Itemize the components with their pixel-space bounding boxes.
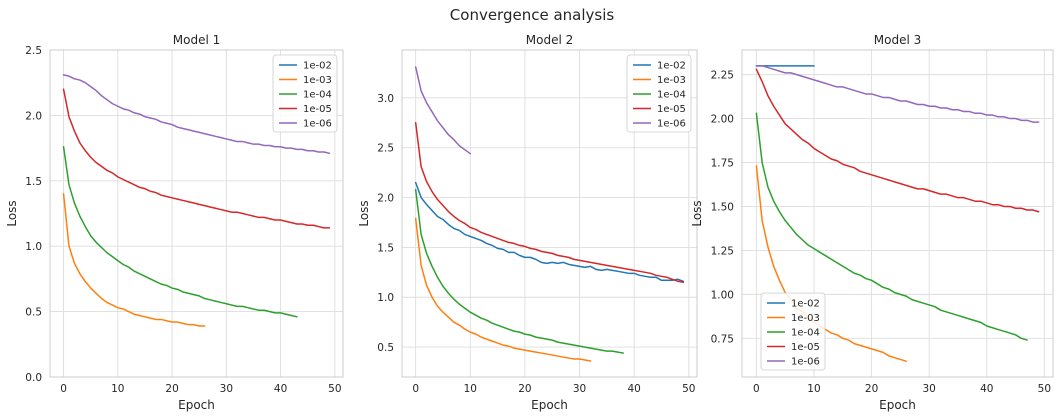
x-tick-label: 10 [111, 383, 124, 395]
x-tick-label: 20 [865, 383, 878, 395]
series-line-1e-03 [414, 217, 592, 362]
y-tick-label: 1.0 [377, 292, 394, 304]
x-axis-label: Epoch [178, 398, 215, 412]
chart-panel-1: 0 10 20 30 40 50 0.0 0.5 1.0 1.5 2.0 2.5 Model 1 Epoc… [5, 33, 344, 412]
legend-label-1e-05: 1e-05 [791, 342, 820, 353]
legend-label-1e-03: 1e-03 [303, 75, 332, 86]
x-tick-label: 30 [220, 383, 233, 395]
y-tick-label: 1.00 [711, 289, 734, 301]
chart-panel-3: 0 10 20 30 40 50 0.75 1.00 1.25 1.50 1.75 2.00 2.25 M… [690, 33, 1054, 412]
y-tick-label: 2.0 [377, 193, 394, 205]
legend-label-1e-05: 1e-05 [657, 104, 686, 115]
chart-title: Model 2 [526, 33, 573, 47]
chart-title: Model 3 [874, 33, 921, 47]
legend-label-1e-06: 1e-06 [791, 357, 820, 368]
y-tick-label: 1.25 [711, 245, 734, 257]
legend-label-1e-04: 1e-04 [657, 90, 686, 101]
chart-panel-2: 0 10 20 30 40 50 0.5 1.0 1.5 2.0 2.5 3.0 Model 2 Epoc… [357, 33, 698, 412]
y-tick-label: 3.0 [377, 93, 394, 105]
y-tick-label: 1.5 [377, 242, 394, 254]
x-tick-label: 40 [627, 383, 640, 395]
legend-label-1e-06: 1e-06 [303, 119, 332, 130]
legend-label-1e-03: 1e-03 [657, 75, 686, 86]
x-tick-label: 20 [518, 383, 531, 395]
x-axis-label: Epoch [879, 398, 916, 412]
legend-label-1e-04: 1e-04 [791, 328, 820, 339]
series-line-1e-06 [62, 74, 331, 155]
series-line-1e-06 [755, 65, 1040, 123]
x-tick-label: 40 [274, 383, 287, 395]
series-line-1e-05 [62, 88, 331, 229]
x-tick-label: 10 [807, 383, 820, 395]
legend-label-1e-02: 1e-02 [657, 61, 686, 72]
x-tick-label: 50 [1038, 383, 1051, 395]
legend-label-1e-06: 1e-06 [657, 119, 686, 130]
y-tick-label: 2.5 [377, 143, 394, 155]
y-tick-label: 1.5 [25, 176, 42, 188]
series-line-1e-04 [755, 112, 1028, 341]
y-axis-label: Loss [5, 200, 19, 226]
x-tick-label: 0 [60, 383, 67, 395]
y-tick-label: 1.75 [711, 158, 734, 170]
y-tick-label: 1.0 [25, 241, 42, 253]
x-tick-label: 30 [573, 383, 586, 395]
y-tick-label: 0.75 [711, 333, 734, 345]
y-axis-label: Loss [690, 200, 704, 226]
y-tick-label: 2.00 [711, 114, 734, 126]
y-tick-label: 0.0 [25, 372, 42, 384]
series-line-1e-06 [414, 66, 472, 155]
y-tick-label: 1.50 [711, 201, 734, 213]
y-tick-label: 2.5 [25, 45, 42, 57]
figure-title: Convergence analysis [450, 6, 615, 24]
series-line-1e-05 [414, 122, 685, 284]
x-tick-label: 20 [165, 383, 178, 395]
x-tick-label: 50 [328, 383, 341, 395]
series-line-1e-03 [755, 165, 907, 362]
legend-label-1e-03: 1e-03 [791, 313, 820, 324]
y-tick-label: 2.25 [711, 70, 734, 82]
plot-frame [401, 49, 698, 378]
x-tick-label: 0 [753, 383, 760, 395]
series-line-1e-04 [62, 146, 298, 318]
series-line-1e-04 [414, 188, 624, 354]
y-axis-label: Loss [357, 200, 371, 226]
legend-label-1e-04: 1e-04 [303, 90, 332, 101]
series-line-1e-05 [755, 68, 1040, 213]
y-tick-label: 0.5 [377, 342, 394, 354]
plot-frame [49, 49, 344, 378]
legend-box [760, 292, 826, 371]
x-tick-label: 50 [682, 383, 695, 395]
y-tick-label: 2.0 [25, 110, 42, 122]
x-axis-label: Epoch [531, 398, 568, 412]
series-line-1e-02 [414, 181, 685, 283]
x-tick-label: 0 [412, 383, 419, 395]
x-tick-label: 40 [980, 383, 993, 395]
y-tick-label: 0.5 [25, 307, 42, 319]
x-tick-label: 30 [922, 383, 935, 395]
series-line-1e-03 [62, 193, 206, 327]
chart-title: Model 1 [173, 33, 220, 47]
legend: 1e-02 1e-03 1e-04 1e-05 1e-06 [272, 54, 338, 133]
legend-label-1e-05: 1e-05 [303, 104, 332, 115]
x-tick-label: 10 [464, 383, 477, 395]
legend-box [626, 54, 692, 133]
legend: 1e-02 1e-03 1e-04 1e-05 1e-06 [760, 292, 826, 371]
legend-label-1e-02: 1e-02 [791, 299, 820, 310]
legend-label-1e-02: 1e-02 [303, 61, 332, 72]
legend-box [272, 54, 338, 133]
legend: 1e-02 1e-03 1e-04 1e-05 1e-06 [626, 54, 692, 133]
plot-frame [741, 49, 1054, 378]
